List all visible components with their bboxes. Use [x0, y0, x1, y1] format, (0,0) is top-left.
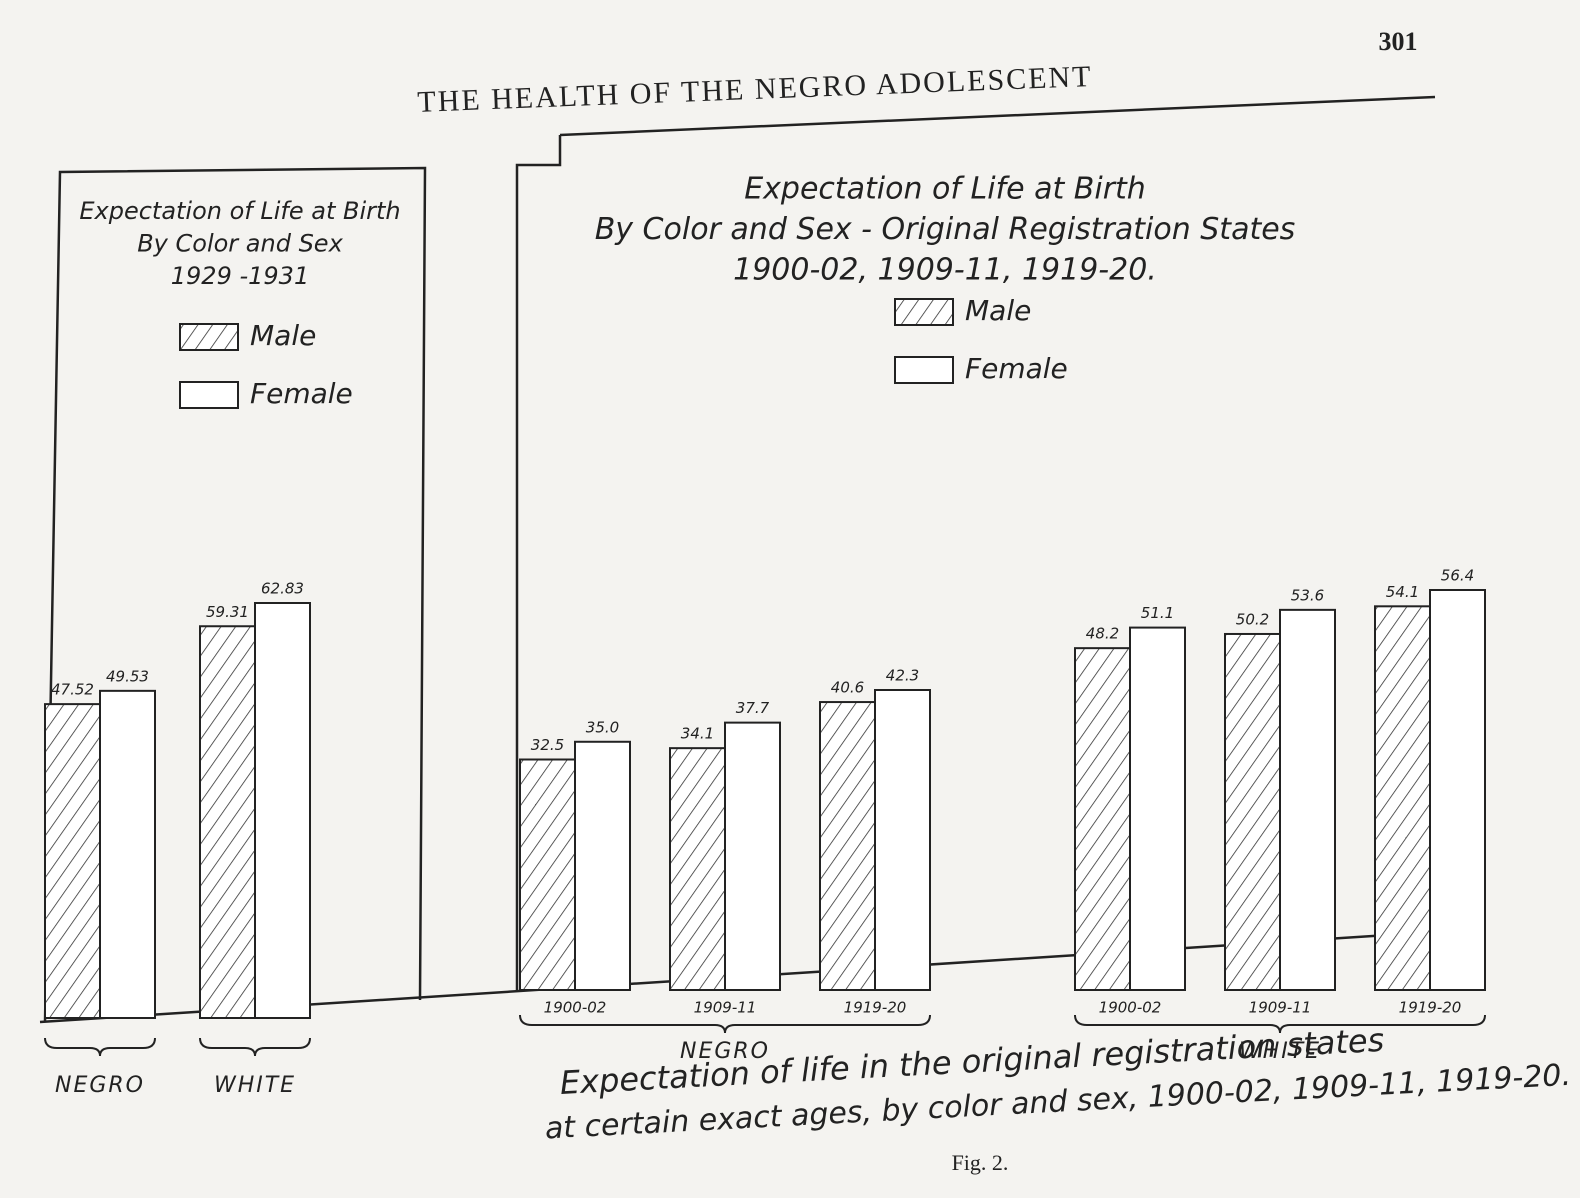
bar [874, 689, 931, 991]
group-label: NEGRO [680, 1039, 770, 1064]
x-tick-label: 1909-11 [694, 999, 757, 1017]
x-tick-label: 1919-20 [844, 999, 907, 1017]
value-label: 53.6 [1291, 586, 1324, 604]
group-label: WHITE [1239, 1039, 1321, 1064]
value-label: 59.31 [206, 603, 249, 621]
chart-subtitle: 1929 -1931 [171, 262, 309, 290]
bar [44, 703, 101, 1019]
left-frame [43, 166, 427, 1023]
legend-swatch [179, 323, 239, 351]
x-tick-label: 1909-11 [1249, 999, 1312, 1017]
x-tick-label: 1919-20 [1399, 999, 1462, 1017]
category-brace [44, 1037, 156, 1057]
value-label: 49.53 [106, 667, 149, 685]
bar [724, 721, 781, 991]
value-label: 42.3 [886, 667, 919, 685]
legend-label: Male [965, 294, 1031, 327]
bar [519, 758, 576, 991]
value-label: 32.5 [531, 736, 564, 754]
category-brace [199, 1037, 311, 1057]
chart-subtitle: 1900-02, 1909-11, 1919-20. [733, 253, 1157, 288]
bar [1429, 589, 1486, 991]
value-label: 62.83 [261, 580, 304, 598]
value-label: 51.1 [1141, 604, 1174, 622]
header-rule [559, 95, 1436, 137]
value-label: 50.2 [1236, 610, 1269, 628]
chart-subtitle: By Color and Sex - Original Registration… [595, 212, 1296, 247]
value-label: 54.1 [1386, 583, 1419, 601]
bar [1374, 605, 1431, 992]
bar [819, 701, 876, 992]
legend-label: Female [250, 377, 353, 410]
value-label: 47.52 [51, 681, 94, 699]
legend-swatch [894, 298, 954, 326]
bar [99, 689, 156, 1019]
bar [574, 740, 631, 992]
chart-title: Expectation of Life at Birth [79, 197, 400, 225]
value-label: 37.7 [736, 699, 770, 717]
figure-label: Fig. 2. [952, 1150, 1009, 1175]
legend-swatch [894, 356, 954, 384]
bar [1279, 608, 1336, 991]
legend-label: Male [250, 319, 316, 352]
group-brace [519, 1014, 931, 1034]
x-tick-label: NEGRO [55, 1073, 145, 1098]
bar [1224, 632, 1281, 991]
legend-swatch [179, 381, 239, 409]
bar [254, 602, 311, 1019]
legend-label: Female [965, 352, 1068, 385]
bar [199, 625, 256, 1020]
chart-title: Expectation of Life at Birth [744, 172, 1146, 207]
x-tick-label: 1900-02 [544, 999, 607, 1017]
chart-subtitle: By Color and Sex [137, 229, 343, 257]
bar [1074, 647, 1131, 991]
x-tick-label: WHITE [214, 1073, 296, 1098]
value-label: 34.1 [681, 725, 714, 743]
value-label: 35.0 [586, 718, 619, 736]
bar [669, 747, 726, 991]
page-number: 301 [1379, 27, 1418, 56]
value-label: 40.6 [831, 679, 864, 697]
value-label: 56.4 [1441, 567, 1474, 585]
x-tick-label: 1900-02 [1099, 999, 1162, 1017]
value-label: 48.2 [1086, 625, 1119, 643]
right-frame [515, 135, 562, 990]
bar [1129, 626, 1186, 991]
group-brace [1074, 1014, 1486, 1034]
